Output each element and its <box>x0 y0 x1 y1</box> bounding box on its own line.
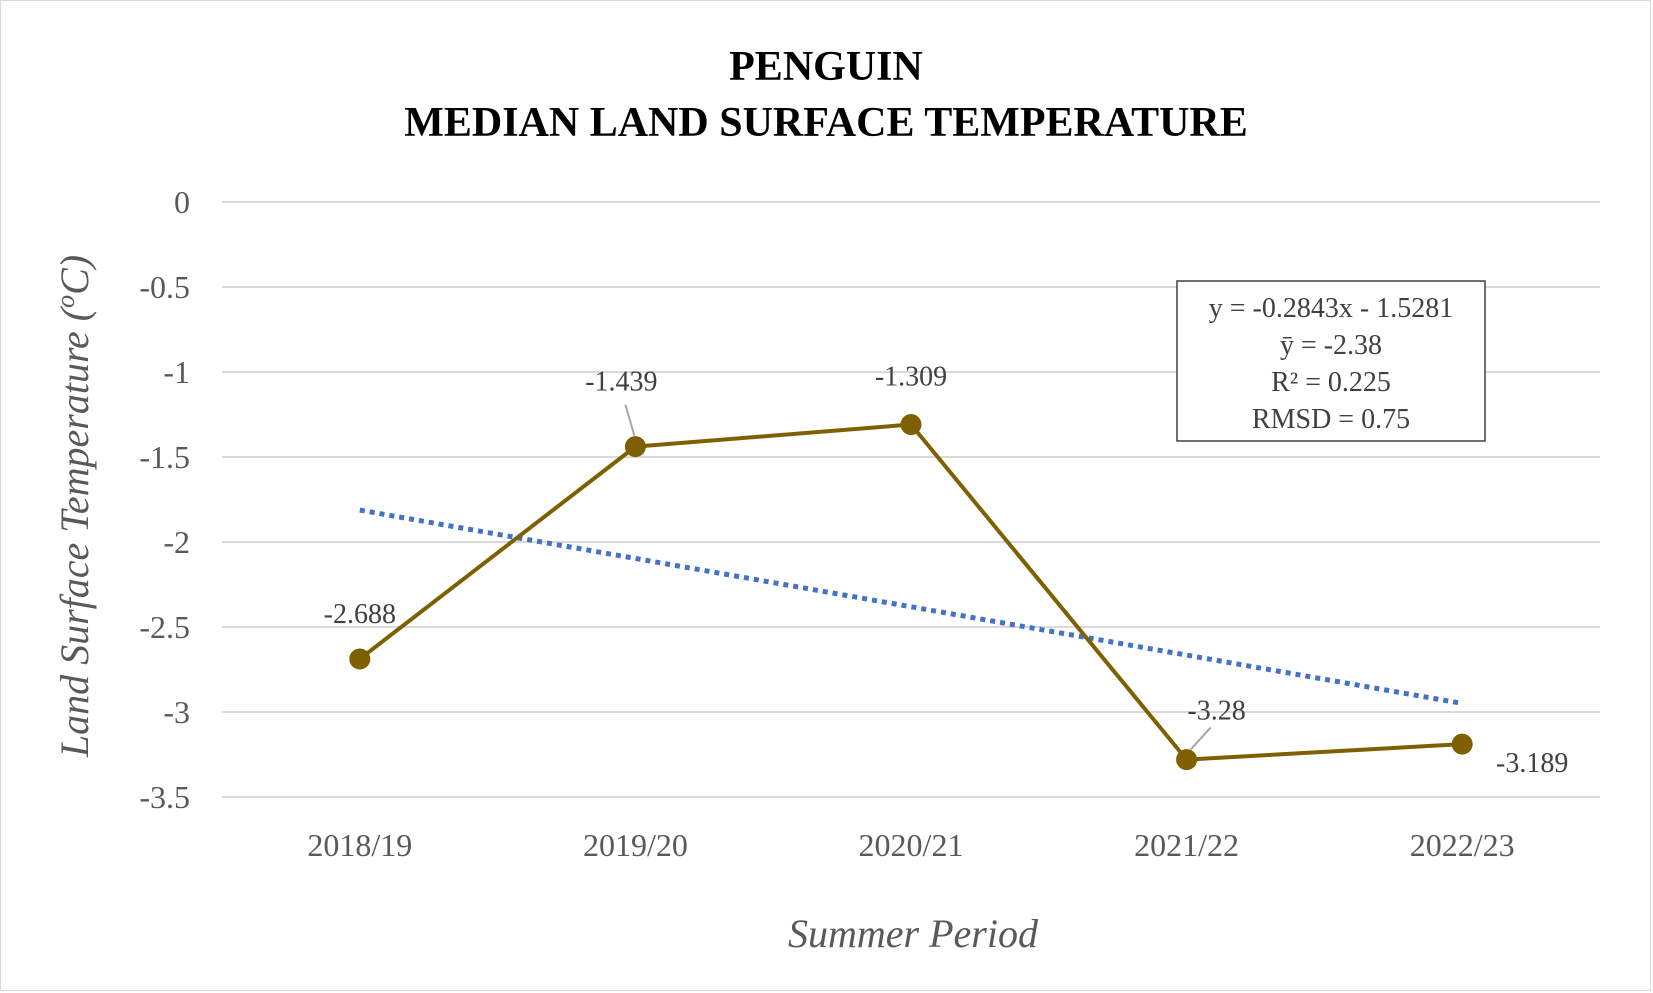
data-point <box>900 414 922 436</box>
y-tick-label: -3 <box>163 694 190 730</box>
data-label: -1.309 <box>875 362 947 393</box>
trendline-line <box>359 507 1463 706</box>
leader-line <box>624 404 636 436</box>
x-tick-label: 2022/23 <box>1410 827 1515 863</box>
leader-line <box>1189 726 1212 751</box>
data-labels: -2.688 -1.439 -1.309 -3.28 -3.189 <box>324 362 1569 780</box>
y-tick-label: -0.5 <box>139 269 190 305</box>
stats-equation: y = -0.2843x - 1.5281 <box>1209 293 1453 324</box>
label-leader-lines <box>624 404 1212 751</box>
x-axis-title: Summer Period <box>788 911 1039 956</box>
data-label: -1.439 <box>585 367 657 398</box>
y-tick-label: 0 <box>174 184 190 220</box>
y-tick-label: -1 <box>163 354 190 390</box>
stats-r-squared: R² = 0.225 <box>1271 367 1391 398</box>
trendline <box>359 507 1463 706</box>
data-label: -2.688 <box>324 599 396 630</box>
series-markers <box>349 414 1473 771</box>
data-point <box>1451 733 1473 755</box>
x-tick-label: 2019/20 <box>583 827 688 863</box>
y-axis-title-main: Land Surface Temperature ( <box>52 305 97 758</box>
series-path <box>358 422 1463 762</box>
x-tick-label: 2021/22 <box>1134 827 1239 863</box>
y-tick-label: -2 <box>163 524 190 560</box>
data-point <box>349 648 371 670</box>
y-tick-label: -1.5 <box>139 439 190 475</box>
x-axis-ticks: 2018/19 2019/20 2020/21 2021/22 2022/23 <box>307 827 1514 863</box>
stats-box-border <box>1176 280 1486 442</box>
y-axis-title-unit: C) <box>52 255 97 295</box>
chart-title-line-1: PENGUIN <box>729 44 923 90</box>
series-line <box>358 422 1463 762</box>
data-point <box>624 436 646 458</box>
x-tick-label: 2020/21 <box>859 827 964 863</box>
x-tick-label: 2018/19 <box>307 827 412 863</box>
data-label: -3.189 <box>1496 748 1568 779</box>
data-label: -3.28 <box>1187 696 1245 727</box>
y-axis-ticks: 0 -0.5 -1 -1.5 -2 -2.5 -3 -3.5 <box>139 184 190 815</box>
stats-rmsd: RMSD = 0.75 <box>1252 404 1410 435</box>
chart-title-line-2: MEDIAN LAND SURFACE TEMPERATURE <box>404 100 1248 146</box>
data-point <box>1176 749 1198 771</box>
y-tick-label: -3.5 <box>139 779 190 815</box>
stats-box: y = -0.2843x - 1.5281 ȳ = -2.38 R² = 0.2… <box>1176 280 1486 442</box>
stats-mean: ȳ = -2.38 <box>1280 330 1382 361</box>
y-axis-title: Land Surface Temperature (oC) <box>51 255 97 758</box>
y-axis-title-degree: o <box>51 295 80 308</box>
y-tick-label: -2.5 <box>139 609 190 645</box>
